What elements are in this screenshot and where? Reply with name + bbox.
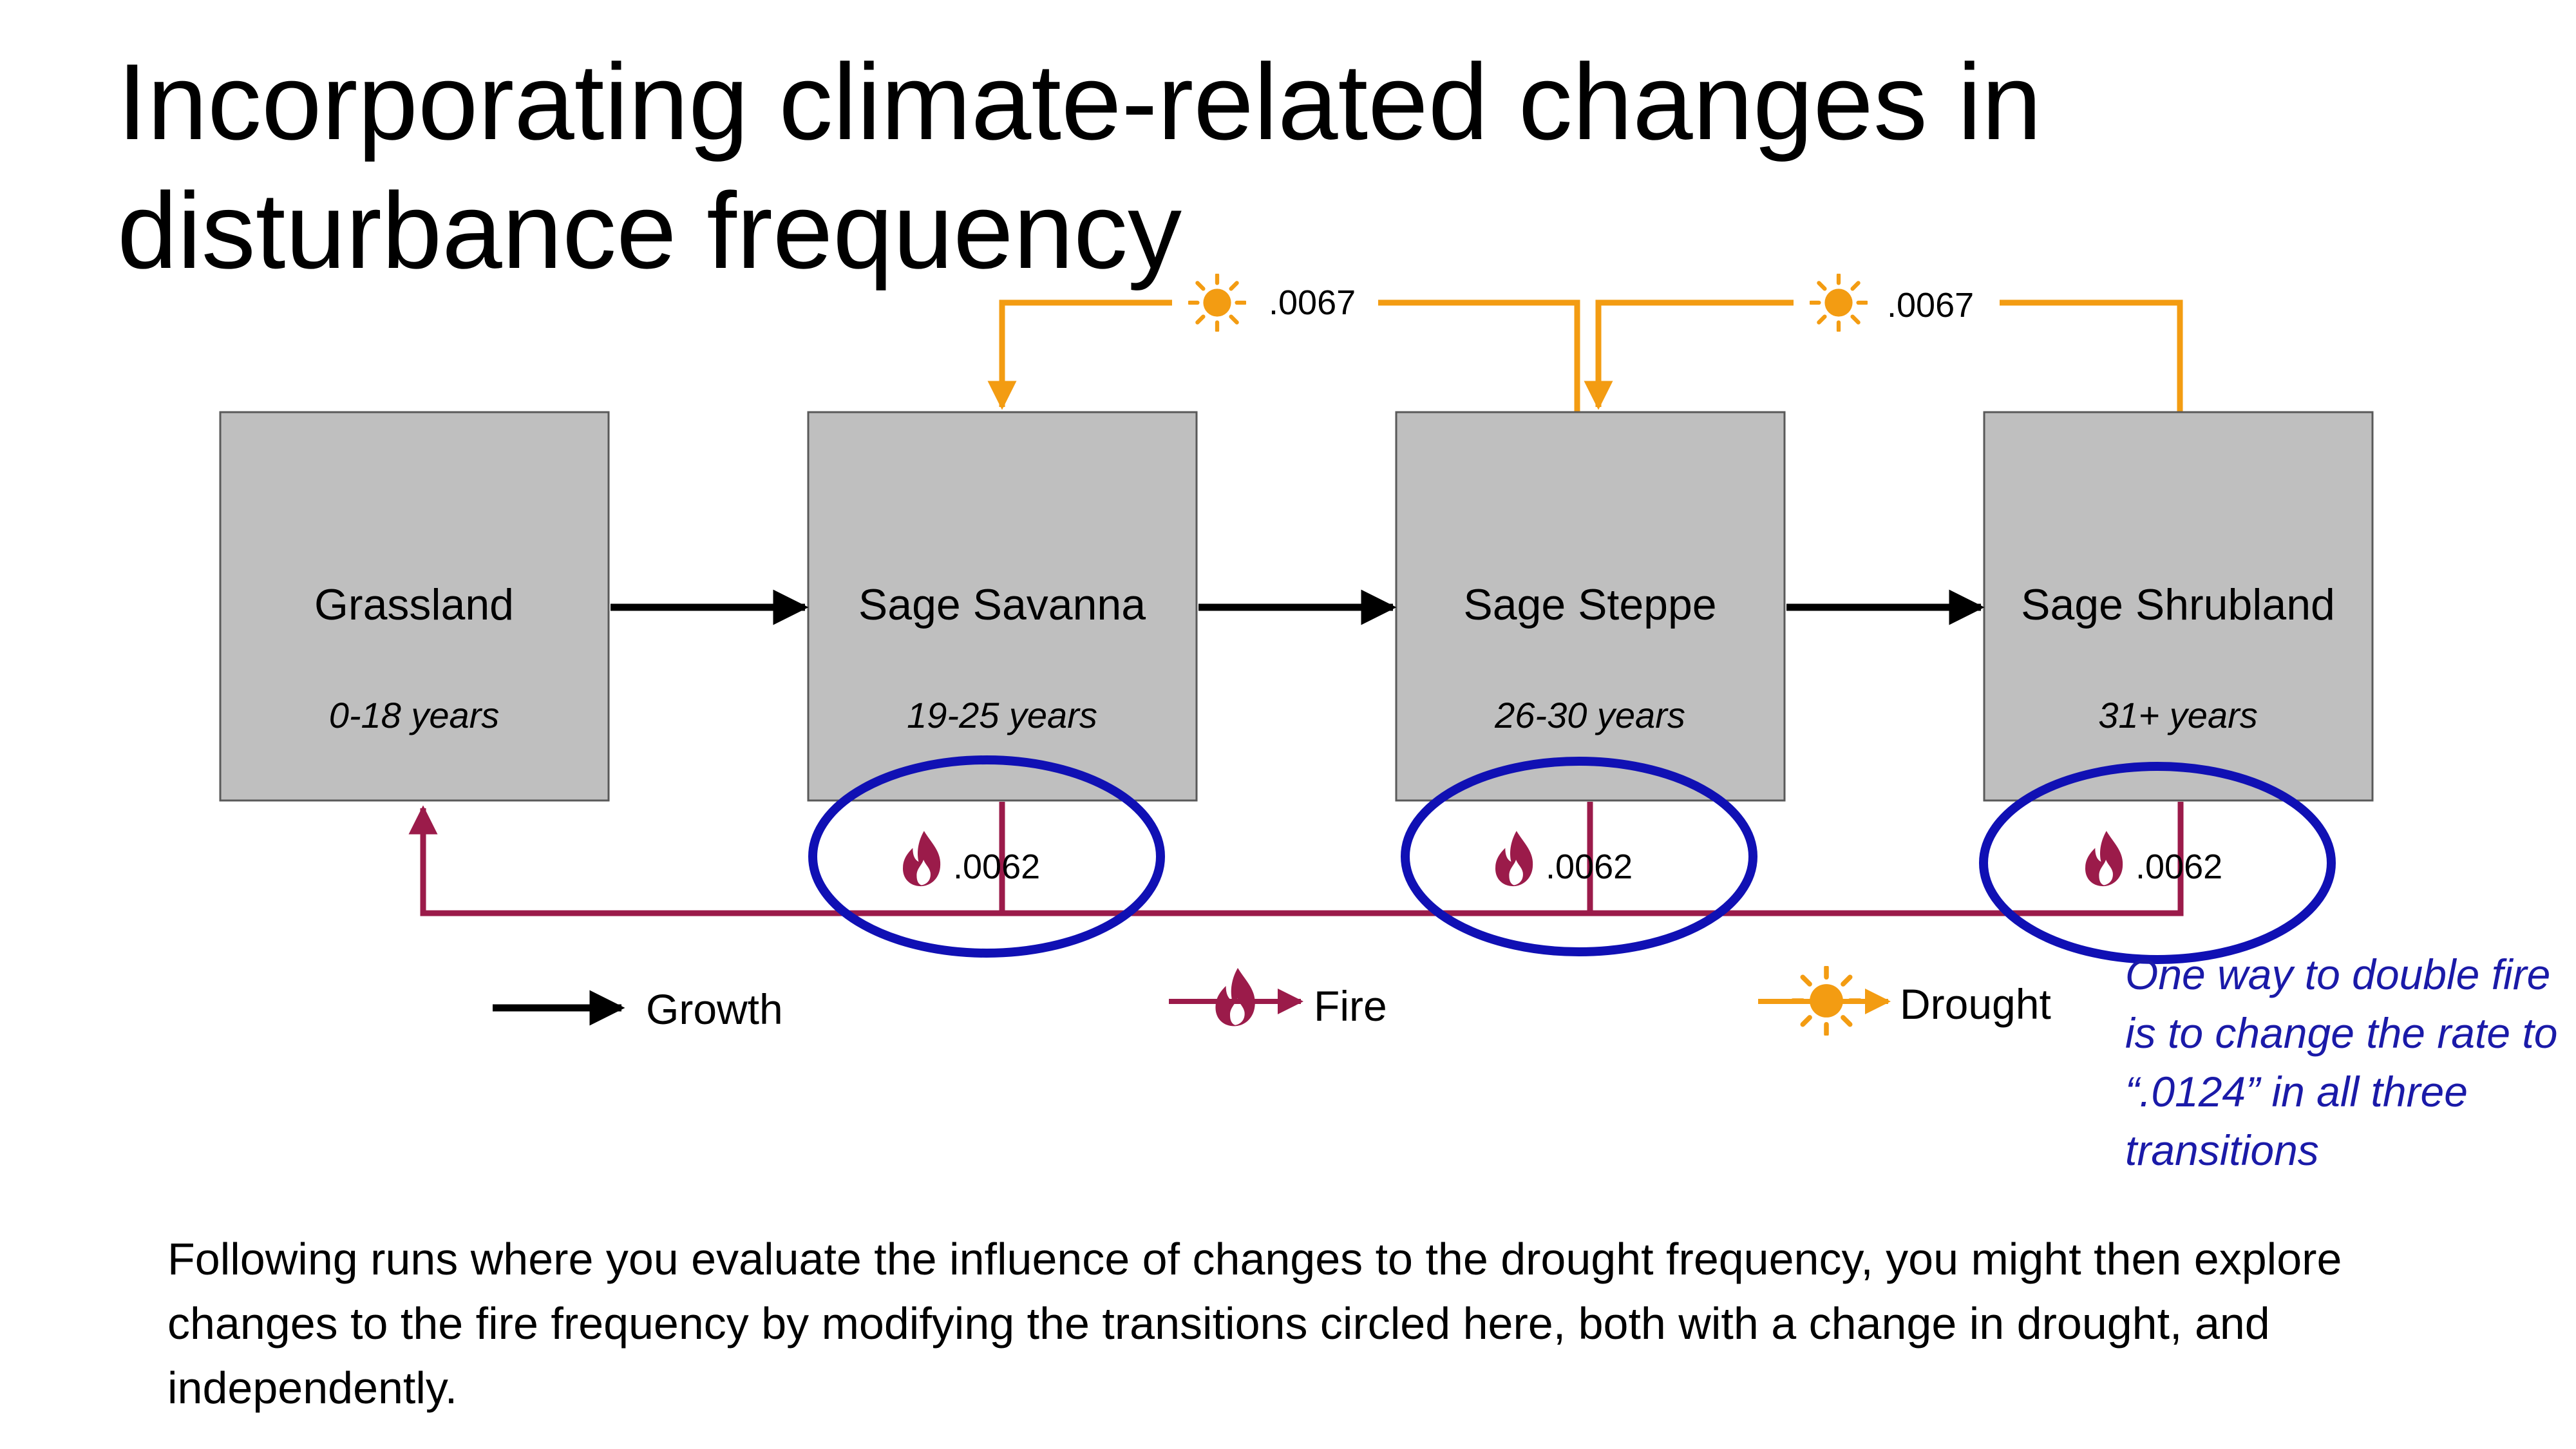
sun-icon	[1811, 275, 1866, 330]
state-years: 0-18 years	[329, 695, 500, 735]
sun-icon	[1793, 967, 1860, 1034]
drought-rate-label: .0067	[1269, 283, 1356, 322]
page-title: Incorporating climate-related changes in…	[117, 41, 2042, 291]
sun-icon	[1189, 275, 1245, 330]
legend-drought-label: Drought	[1900, 980, 2051, 1028]
state-years: 26-30 years	[1494, 695, 1685, 735]
flame-icon	[1215, 968, 1255, 1027]
drought-rate-label: .0067	[1887, 286, 1974, 325]
highlight-ellipse	[1401, 757, 1757, 956]
state-box-grassland: Grassland 0-18 years	[219, 411, 610, 802]
state-box-sage-savanna: Sage Savanna 19-25 years	[807, 411, 1198, 802]
state-box-sage-shrubland: Sage Shrubland 31+ years	[1983, 411, 2374, 802]
legend: Growth Fire Drought	[493, 967, 2051, 1034]
fire-rate-label: .0062	[1546, 848, 1633, 886]
fire-rate-label: .0062	[2136, 848, 2222, 886]
state-years: 31+ years	[2098, 695, 2258, 735]
state-box-sage-steppe: Sage Steppe 26-30 years	[1395, 411, 1786, 802]
highlight-ellipse	[808, 755, 1165, 958]
legend-growth-label: Growth	[646, 985, 783, 1033]
state-years: 19-25 years	[907, 695, 1097, 735]
annotation-note: One way to double fire is to change the …	[2125, 951, 2558, 1174]
fire-rate-label: .0062	[953, 848, 1040, 886]
footer-text: Following runs where you evaluate the in…	[167, 1234, 2342, 1413]
fire-transitions	[408, 802, 2184, 916]
highlight-circles	[808, 755, 2336, 964]
state-name: Sage Savanna	[858, 580, 1146, 629]
state-name: Sage Steppe	[1463, 580, 1716, 629]
fire-return-line	[408, 802, 2184, 916]
highlight-ellipse	[1979, 762, 2336, 964]
state-name: Sage Shrubland	[2021, 580, 2335, 629]
legend-fire-label: Fire	[1314, 982, 1387, 1030]
state-name: Grassland	[314, 580, 514, 629]
